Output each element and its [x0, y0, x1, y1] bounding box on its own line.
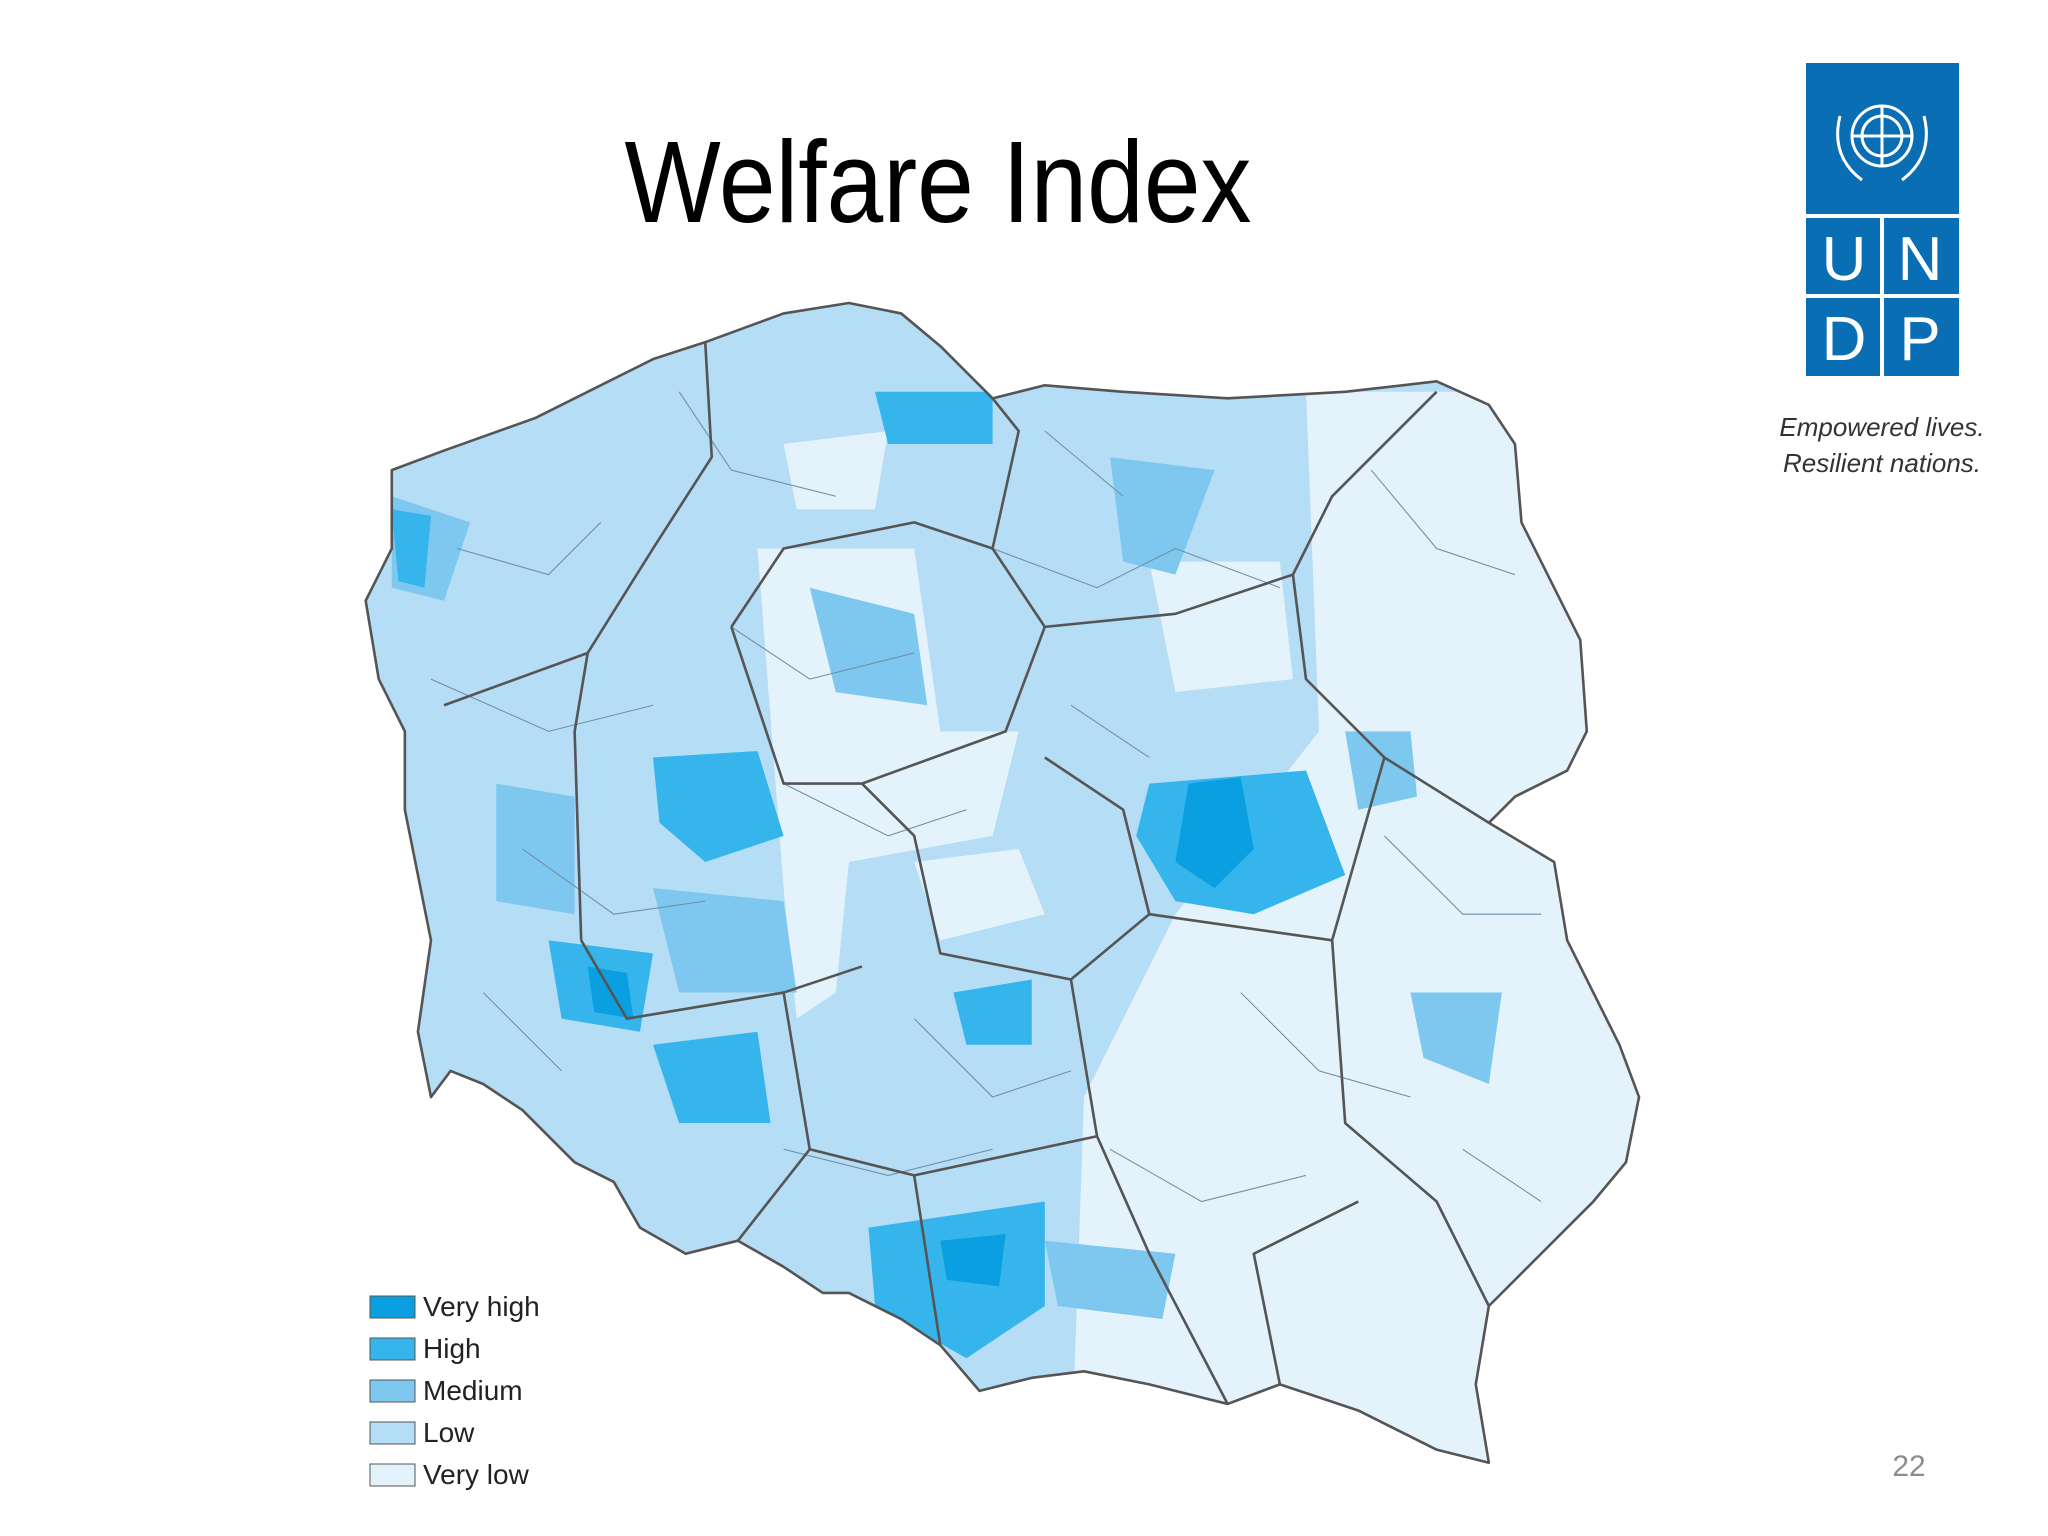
logo-letter: U: [1822, 225, 1867, 294]
logo-letter: N: [1898, 225, 1943, 294]
slide-title: Welfare Index: [625, 117, 1252, 247]
legend: Very high High Medium Low Very low: [369, 1291, 540, 1490]
tagline: Empowered lives.: [1779, 412, 1984, 442]
undp-logo: U N D P Empowered lives. Resilient natio…: [1779, 63, 1985, 478]
logo-letter: D: [1822, 305, 1867, 374]
legend-swatch: [369, 1295, 416, 1319]
legend-swatch: [369, 1379, 416, 1403]
legend-swatch: [369, 1463, 416, 1487]
legend-label: Very high: [423, 1291, 540, 1322]
un-emblem: [1836, 104, 1928, 182]
legend-label: Very low: [423, 1459, 530, 1490]
legend-swatch: [369, 1337, 416, 1361]
tagline: Resilient nations.: [1783, 448, 1981, 478]
legend-label: Low: [423, 1417, 475, 1448]
logo-letter: P: [1899, 305, 1940, 374]
map: [364, 301, 1641, 1465]
region: [1070, 391, 1640, 1463]
region: [757, 430, 1293, 1019]
legend-label: Medium: [423, 1375, 523, 1406]
legend-label: High: [423, 1333, 481, 1364]
region: [587, 777, 1254, 1287]
legend-swatch: [369, 1421, 416, 1445]
page-number: 22: [1892, 1450, 1925, 1483]
